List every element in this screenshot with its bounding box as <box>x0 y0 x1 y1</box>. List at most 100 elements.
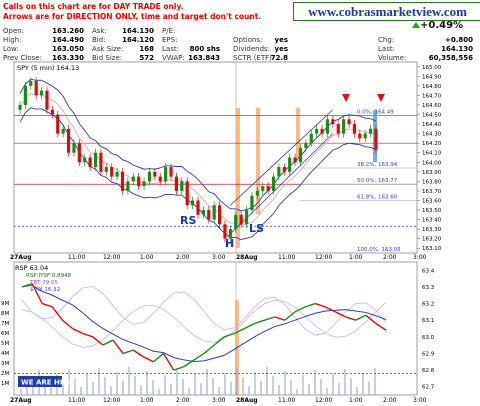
volume-bar <box>302 375 304 395</box>
volume-bar <box>134 376 136 395</box>
y-tick-label: 164.40 <box>422 122 442 128</box>
volume-bar <box>212 378 214 395</box>
rsp-left-tick: 4M <box>1 351 9 357</box>
candle-body <box>347 119 351 125</box>
y-tick-label: 164.80 <box>422 84 442 90</box>
volume-bar <box>332 374 334 395</box>
last-size-value: 800 shs <box>189 45 220 53</box>
candle-body <box>363 133 367 139</box>
volume-bar <box>248 386 250 395</box>
site-banner[interactable]: www.cobrasmarketview.com <box>293 2 480 21</box>
volume-bar <box>32 384 34 395</box>
volume-bar <box>224 373 226 395</box>
candle-body <box>72 143 76 153</box>
rsp-segment <box>345 316 356 321</box>
fib-label: 38.2%, 163.94 <box>357 162 398 168</box>
volume-bar <box>206 369 208 395</box>
candle-body <box>212 205 216 220</box>
vwap-value: 163.843 <box>188 54 220 62</box>
annotation-ls: LS <box>249 222 264 235</box>
volume-bar <box>314 370 316 395</box>
dividends-value: yes <box>274 45 288 53</box>
rsp-right-tick: 63.3 <box>422 285 435 291</box>
x-tick-label-bottom: 3:00 <box>212 397 226 404</box>
open-value: 163.260 <box>52 27 84 35</box>
volume-bar <box>326 388 328 395</box>
y-tick-label: 164.20 <box>422 141 442 147</box>
rsp-segment <box>254 319 265 325</box>
bid-value: 164.120 <box>122 36 154 44</box>
candle-body <box>61 128 65 134</box>
candle-body <box>266 186 270 191</box>
candle-body <box>244 210 249 225</box>
y-tick-label: 163.20 <box>422 237 442 243</box>
x-tick-label: 1:00 <box>349 254 363 261</box>
candle-body <box>23 85 27 105</box>
volume-bar <box>368 382 370 395</box>
candle-body <box>137 176 141 187</box>
candle-body <box>50 109 54 115</box>
candle-body <box>282 167 286 172</box>
x-tick-label: 3:00 <box>413 254 427 261</box>
x-tick-label: 1:00 <box>140 254 154 261</box>
candle-body <box>255 190 259 196</box>
highlight-bar <box>296 108 300 158</box>
candle-body <box>250 195 254 211</box>
rsp-left-tick: 9M <box>1 301 9 307</box>
volume-bar <box>146 371 148 395</box>
candle-body <box>239 214 243 225</box>
candle-body <box>88 157 92 168</box>
candle-body <box>320 128 324 134</box>
candle-body <box>331 119 335 125</box>
volume-bar <box>242 377 244 395</box>
volume-bar <box>20 389 22 395</box>
candle-body <box>207 210 211 220</box>
candle-body <box>325 119 330 134</box>
x-tick-label-bottom: 2:00 <box>176 397 190 404</box>
volume-label: Volume: <box>378 54 407 62</box>
volume-bar <box>152 380 154 395</box>
y-tick-label: 163.90 <box>422 170 442 176</box>
candle-body <box>271 176 276 191</box>
rsp-segment <box>284 311 296 321</box>
volume-bar <box>374 368 376 395</box>
rsp-segment <box>183 359 195 368</box>
down-arrow-icon <box>342 94 350 102</box>
channel-upper <box>230 109 334 206</box>
y-tick-label: 164.60 <box>422 103 442 109</box>
x-tick-label-bottom: 2:00 <box>383 397 397 404</box>
volume-bar <box>344 369 346 395</box>
candle-body <box>153 171 157 177</box>
candle-body <box>288 157 292 172</box>
fib-label: 100.0%, 163.05 <box>357 247 401 253</box>
candle-body <box>120 171 125 191</box>
candle-body <box>180 181 184 191</box>
candle-body <box>315 128 319 134</box>
candle-body <box>77 143 81 163</box>
chg-label: Chg: <box>378 36 395 44</box>
candle-body <box>174 176 179 191</box>
candle-body <box>158 176 162 182</box>
volume-bar <box>86 373 88 395</box>
rsp-right-tick: 62.9 <box>422 351 435 357</box>
volume-bar <box>200 383 202 395</box>
rsp-segment <box>152 352 165 363</box>
candle-body <box>45 90 49 110</box>
rsp-right-tick: 63.1 <box>422 318 434 324</box>
legend-vix: $VIX 16.32 <box>30 287 60 293</box>
candle-body <box>261 186 265 191</box>
rsp-segment <box>72 327 83 335</box>
rsp-segment <box>304 302 316 308</box>
volume-bar <box>254 372 256 395</box>
x-tick-label-bottom: 1:00 <box>349 397 363 404</box>
rsp-segment <box>42 302 53 308</box>
volume-bar <box>74 378 76 395</box>
change-up-icon <box>412 22 420 28</box>
rsp-right-tick: 62.8 <box>422 368 435 374</box>
last-size-label: Last: <box>162 45 179 53</box>
candle-body <box>196 200 200 215</box>
x-tick-label-bottom: 27Aug <box>10 397 32 404</box>
volume-bar <box>188 388 190 395</box>
volume-bar <box>296 389 298 395</box>
